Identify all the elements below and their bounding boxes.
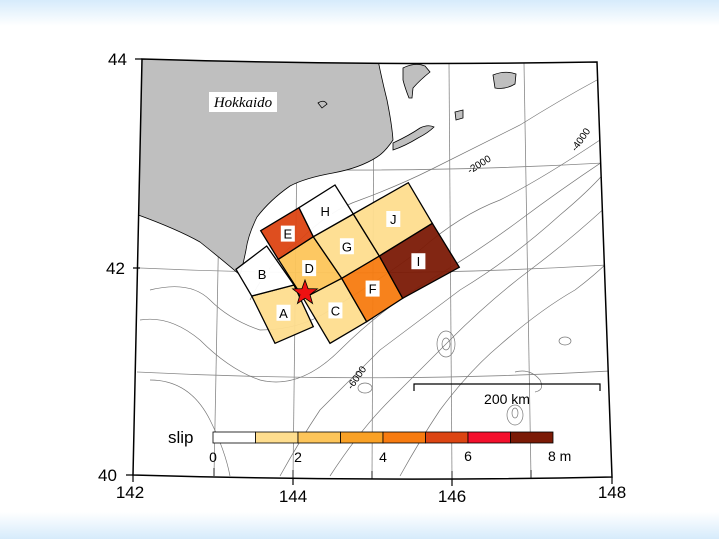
legend-tick-8: 8 m [548,448,571,464]
frame-ticks [213,468,532,479]
slip-legend: slip 0 2 4 6 8 m [168,428,571,465]
legend-bin-3-4 [340,431,384,444]
axis-ticks [126,58,613,486]
legend-bin-0-1 [212,431,256,444]
epicenter-star-icon [291,278,319,305]
subfault-label: B [258,267,267,282]
subfault-label: A [279,306,288,321]
lon-label-144: 144 [279,487,307,506]
lon-label-142: 142 [116,483,144,502]
lat-label-42: 42 [106,259,125,278]
legend-title: slip [168,428,194,447]
subfault-b: B [235,245,296,297]
subfault-label: C [331,303,340,318]
subfault-label-box [386,211,401,227]
lon-label-148: 148 [598,483,626,502]
legend-tick-2: 2 [294,449,302,465]
subfault-label-box [365,280,380,297]
slide-bottom-band [0,512,719,539]
legend-tick-0: 0 [209,449,217,465]
land-hokkaido [133,59,517,276]
legend-bin-7-8 [510,431,554,444]
subfault-label-box [302,260,317,277]
subfault-grid: A B C D E F G H I J [235,181,461,345]
subfault-label: J [390,212,397,227]
place-label-hokkaido: Hokkaido [213,95,273,111]
subfault-label-box [276,304,291,321]
subfault-label: G [342,239,352,254]
subfault-label: E [283,227,292,242]
subfault-e: E [259,206,315,261]
slide-top-band [0,0,719,26]
legend-tick-6: 6 [464,448,472,464]
scale-bar-label: 200 km [484,391,530,407]
lat-label-44: 44 [108,50,127,69]
bathymetry-contours [139,79,611,477]
legend-bin-2-3 [297,431,341,444]
subfault-label: H [320,204,329,219]
legend-bin-4-5 [382,431,426,444]
subfault-label: I [417,254,421,269]
subfault-label-box [339,238,354,255]
subfault-label-box [328,302,343,319]
place-label-box [209,92,277,112]
lat-label-40: 40 [98,466,117,485]
legend-bin-6-7 [467,431,511,444]
subfault-label-box [255,266,270,283]
legend-bin-5-6 [425,431,469,444]
subfault-label: F [369,282,377,297]
subfault-label-box [280,225,295,242]
lon-label-146: 146 [438,487,466,506]
scale-bar [413,383,601,391]
legend-tick-4: 4 [379,449,387,465]
subfault-label-box [318,202,333,219]
subfault-j: J [352,181,434,257]
legend-bin-1-2 [255,431,299,444]
subfault-label: D [304,261,313,276]
subfault-label-box [411,253,426,270]
